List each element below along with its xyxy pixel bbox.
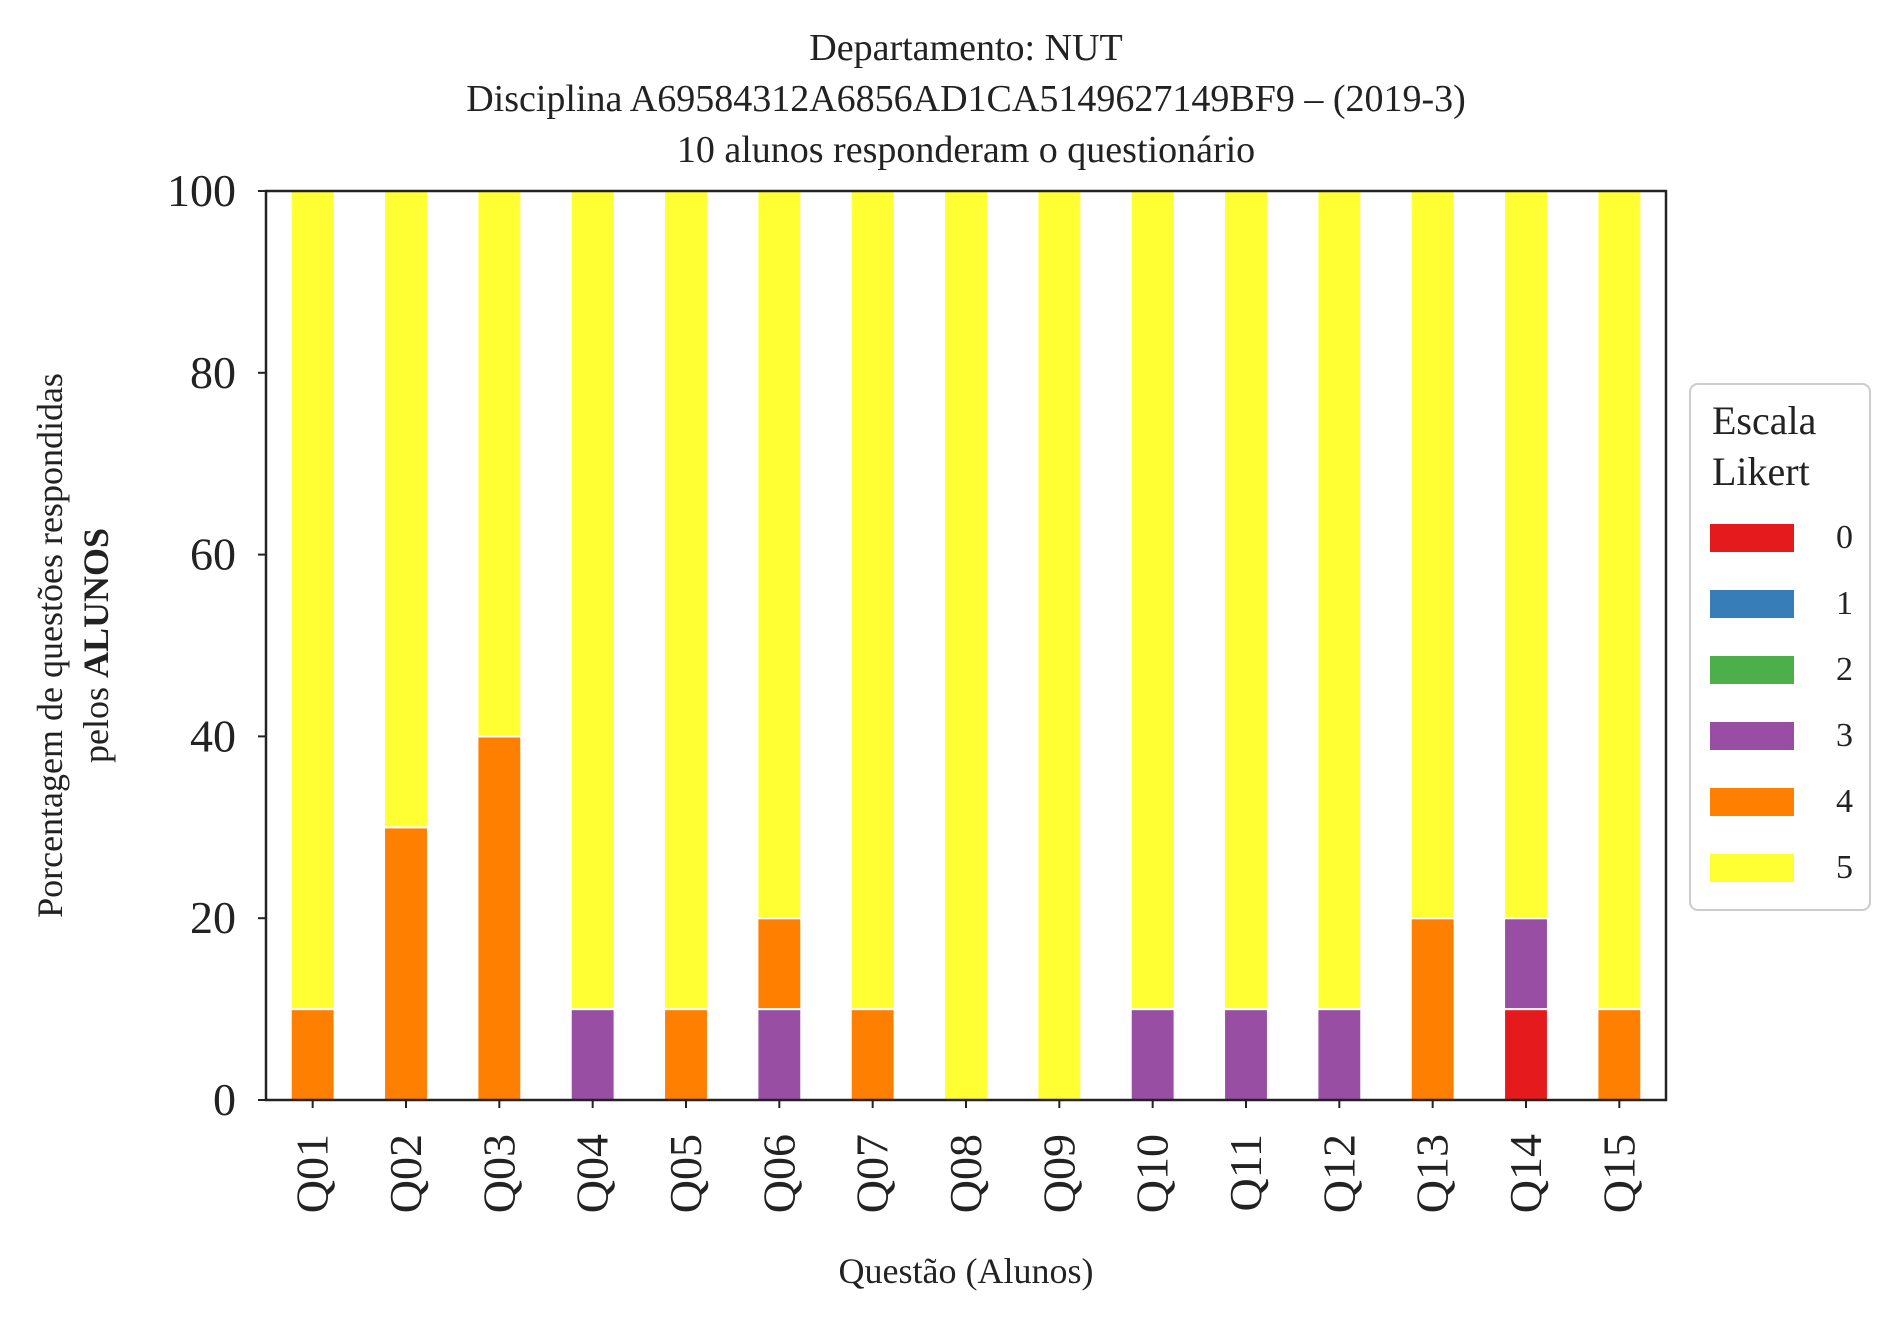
bar-segment — [1596, 190, 1643, 1011]
legend: Escala Likert 0 1 2 3 4 5 — [1689, 383, 1871, 911]
bar-segment — [1129, 1008, 1176, 1101]
x-tick-label: Q14 — [1500, 1134, 1551, 1213]
bar-segment — [1409, 917, 1456, 1102]
y-tick-label: 80 — [190, 347, 236, 398]
bar-segment — [756, 190, 803, 920]
title-line: Disciplina A69584312A6856AD1CA5149627149… — [466, 78, 1466, 120]
x-tick-label: Q11 — [1220, 1134, 1271, 1212]
bar-segment — [943, 190, 989, 1101]
legend-swatch — [1710, 590, 1794, 618]
x-tick-label: Q06 — [753, 1134, 804, 1213]
y-axis: 0 20 40 60 80 100 — [167, 165, 266, 1125]
legend-swatch — [1710, 524, 1794, 552]
x-tick-label: Q10 — [1127, 1134, 1178, 1213]
bar-segment — [663, 1008, 709, 1101]
bars-group — [289, 190, 1643, 1102]
y-axis-label-bold: ALUNOS — [76, 528, 116, 678]
y-tick-label: 20 — [190, 892, 236, 943]
y-tick-label: 0 — [213, 1074, 236, 1125]
bar-segment — [1223, 190, 1269, 1011]
bar-segment — [1129, 190, 1176, 1011]
legend-swatch — [1710, 788, 1794, 816]
x-tick-label: Q02 — [380, 1134, 431, 1213]
legend-swatch — [1710, 722, 1794, 750]
legend-label: 0 — [1836, 519, 1853, 556]
y-axis-label-prefix: pelos — [76, 678, 116, 763]
bar-segment — [756, 917, 803, 1011]
bar-segment — [476, 190, 523, 738]
bar-segment — [849, 190, 896, 1011]
bar-segment — [1503, 190, 1549, 920]
bar-segment — [663, 190, 709, 1011]
bar-segment — [569, 1008, 616, 1101]
bar-segment — [756, 1008, 803, 1101]
bar-segment — [1596, 1008, 1643, 1101]
legend-label: 3 — [1836, 717, 1853, 754]
bar-segment — [1409, 190, 1456, 920]
y-axis-label-line2: pelos ALUNOS — [76, 528, 116, 763]
x-tick-label: Q04 — [567, 1134, 618, 1213]
bar-segment — [289, 190, 336, 1011]
bar-segment — [476, 735, 523, 1102]
x-tick-label: Q13 — [1407, 1134, 1458, 1213]
legend-label: 2 — [1836, 651, 1853, 688]
x-tick-label: Q12 — [1313, 1134, 1364, 1213]
x-axis: Q01 Q02 Q03 Q04 Q05 Q06 Q07 Q08 Q09 Q10 Q11 Q12 Q13 Q… — [287, 1100, 1644, 1213]
x-tick-label: Q03 — [473, 1134, 524, 1213]
bar-segment — [1316, 190, 1363, 1011]
bar-segment — [1503, 917, 1549, 1011]
chart-title: Departamento: NUT Disciplina A69584312A68… — [466, 27, 1466, 171]
x-tick-label: Q15 — [1593, 1134, 1644, 1213]
y-axis-label: Porcentagem de questões respondidas pelos… — [30, 373, 116, 918]
bar-segment — [1036, 190, 1083, 1101]
bar-segment — [569, 190, 616, 1011]
legend-label: 1 — [1836, 585, 1853, 622]
y-tick-label: 60 — [190, 529, 236, 580]
x-axis-label: Questão (Alunos) — [839, 1251, 1094, 1291]
bar-segment — [383, 190, 429, 829]
x-tick-label: Q09 — [1033, 1134, 1084, 1213]
y-axis-label-line1: Porcentagem de questões respondidas — [30, 373, 70, 918]
bar-segment — [1316, 1008, 1363, 1101]
legend-title-line: Escala — [1712, 398, 1817, 443]
y-tick-label: 40 — [190, 710, 236, 761]
legend-label: 5 — [1836, 849, 1853, 886]
legend-box — [1689, 383, 1871, 911]
title-line: 10 alunos responderam o questionário — [677, 129, 1255, 171]
x-tick-label: Q01 — [287, 1134, 338, 1213]
legend-title-line: Likert — [1712, 449, 1810, 494]
x-tick-label: Q07 — [847, 1134, 898, 1213]
bar-segment — [289, 1008, 336, 1101]
x-tick-label: Q05 — [660, 1134, 711, 1213]
bar-segment — [1223, 1008, 1269, 1101]
title-line: Departamento: NUT — [809, 27, 1122, 69]
bar-segment — [1503, 1008, 1549, 1101]
legend-swatch — [1710, 854, 1794, 882]
bar-segment — [383, 826, 429, 1101]
legend-label: 4 — [1836, 783, 1853, 820]
legend-swatch — [1710, 656, 1794, 684]
y-tick-label: 100 — [167, 165, 236, 216]
x-tick-label: Q08 — [940, 1134, 991, 1213]
bar-segment — [849, 1008, 896, 1101]
